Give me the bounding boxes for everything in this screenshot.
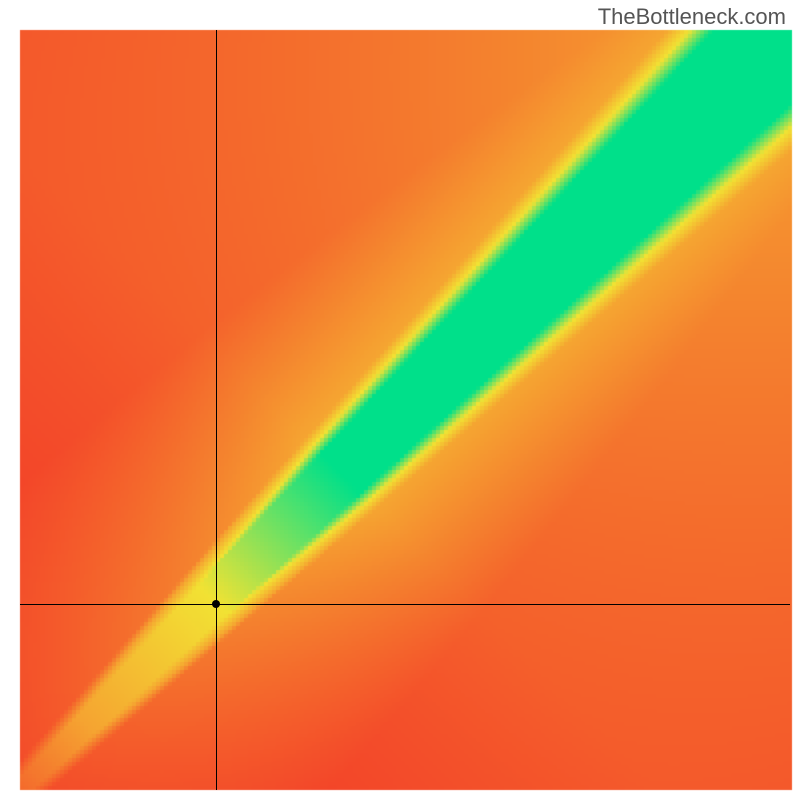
crosshair-vertical (216, 30, 217, 790)
watermark-text: TheBottleneck.com (598, 4, 786, 30)
chart-container: TheBottleneck.com (0, 0, 800, 800)
bottleneck-heatmap (0, 0, 800, 800)
crosshair-horizontal (20, 604, 790, 605)
